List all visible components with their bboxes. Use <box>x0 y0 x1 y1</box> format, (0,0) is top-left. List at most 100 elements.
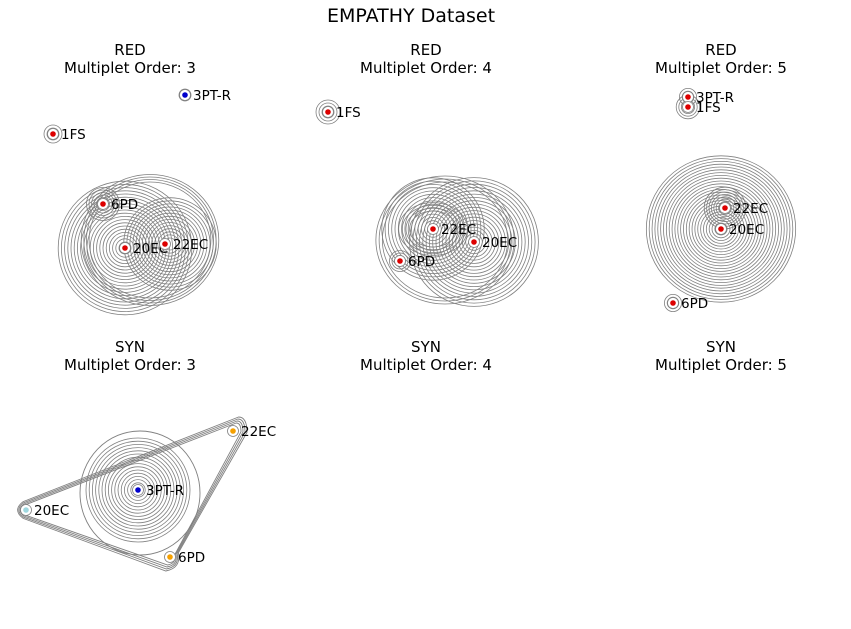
contour-ring <box>135 209 205 279</box>
contour-ring <box>80 203 170 293</box>
panel-subtitle: Multiplet Order: 5 <box>655 356 787 374</box>
contour-ring <box>411 207 455 251</box>
contour-ring <box>102 225 148 271</box>
node-label: 1FS <box>61 127 86 143</box>
hyperedge-contours <box>645 88 797 312</box>
node-label: 1FS <box>336 105 361 121</box>
contour-ring <box>157 231 183 257</box>
node-22ec: 22EC <box>159 237 208 253</box>
contour-ring <box>93 215 158 280</box>
node-marker <box>471 239 477 245</box>
node-label: 20EC <box>482 235 517 251</box>
contour-ring <box>664 293 683 312</box>
contour-ring <box>671 180 771 278</box>
contour-ring <box>663 172 779 286</box>
panel-title: SYN <box>115 338 145 356</box>
contour-ring <box>46 127 60 141</box>
hyperedge-outline <box>17 416 248 572</box>
contour-ring <box>132 206 208 282</box>
contour-ring <box>711 219 731 239</box>
contour-ring <box>98 450 178 530</box>
contour-ring <box>115 238 135 258</box>
contour-ring <box>99 222 151 274</box>
contour-ring <box>43 124 63 144</box>
node-marker <box>685 94 691 100</box>
node-20ec: 20EC <box>468 235 517 251</box>
contour-ring <box>718 201 732 215</box>
contour-ring <box>105 228 145 268</box>
contour-ring <box>120 472 156 508</box>
contour-ring <box>89 212 161 284</box>
node-label: 3PT-R <box>146 483 184 499</box>
node-1fs: 1FS <box>47 127 86 143</box>
node-marker <box>722 205 728 211</box>
contour-ring <box>419 187 529 297</box>
node-1fs: 1FS <box>322 105 361 121</box>
node-label: 20EC <box>34 503 69 519</box>
contour-ring <box>86 179 214 301</box>
contour-ring <box>452 220 496 264</box>
node-label: 6PD <box>178 550 205 566</box>
contour-ring <box>438 206 510 278</box>
contour-ring <box>677 186 765 272</box>
contour-ring <box>85 437 191 543</box>
hyperedge-outline <box>18 418 246 570</box>
contour-ring <box>141 215 199 273</box>
contour-ring <box>713 196 737 220</box>
contour-ring <box>407 203 459 255</box>
panel-title: SYN <box>411 338 441 356</box>
contour-ring <box>129 203 211 285</box>
node-20ec: 20EC <box>715 222 764 238</box>
contour-ring <box>412 180 536 304</box>
contour-ring <box>138 212 202 276</box>
contour-ring <box>405 207 461 251</box>
node-22ec: 22EC <box>719 201 768 217</box>
node-marker <box>100 201 106 207</box>
contour-ring <box>668 177 774 281</box>
contour-ring <box>151 225 189 263</box>
node-marker <box>397 258 403 264</box>
contour-ring <box>96 219 154 277</box>
node-label: 3PT-R <box>193 88 231 104</box>
node-marker <box>23 507 29 513</box>
contour-ring <box>375 175 515 305</box>
hyperedge-outline <box>20 422 242 566</box>
contour-ring <box>112 235 138 261</box>
contour-ring <box>424 220 442 238</box>
contour-ring <box>428 196 519 287</box>
contour-ring <box>88 440 188 540</box>
contour-ring <box>705 214 737 244</box>
figure-title: EMPATHY Dataset <box>327 5 495 27</box>
contour-ring <box>148 222 192 266</box>
contour-ring <box>645 155 797 303</box>
node-marker <box>430 226 436 232</box>
node-marker <box>122 245 128 251</box>
hyperedge-outline <box>19 420 244 568</box>
panel-subtitle: Multiplet Order: 5 <box>655 59 787 77</box>
node-label: 22EC <box>241 424 276 440</box>
contour-ring <box>651 160 791 297</box>
contour-ring <box>64 187 186 309</box>
node-marker <box>230 428 236 434</box>
contour-ring <box>665 174 777 283</box>
contour-ring <box>391 252 409 270</box>
contour-ring <box>178 88 192 102</box>
node-3pt-r: 3PT-R <box>179 88 231 104</box>
node-6pd: 6PD <box>667 296 708 312</box>
contour-ring <box>321 105 335 119</box>
contour-ring <box>401 197 465 261</box>
contour-ring <box>114 466 162 514</box>
contour-ring <box>398 202 468 256</box>
contour-ring <box>315 99 341 125</box>
contour-ring <box>387 183 478 274</box>
contour-ring <box>108 459 169 520</box>
contour-ring <box>654 163 788 295</box>
contour-ring <box>96 197 110 211</box>
contour-ring <box>391 187 475 271</box>
